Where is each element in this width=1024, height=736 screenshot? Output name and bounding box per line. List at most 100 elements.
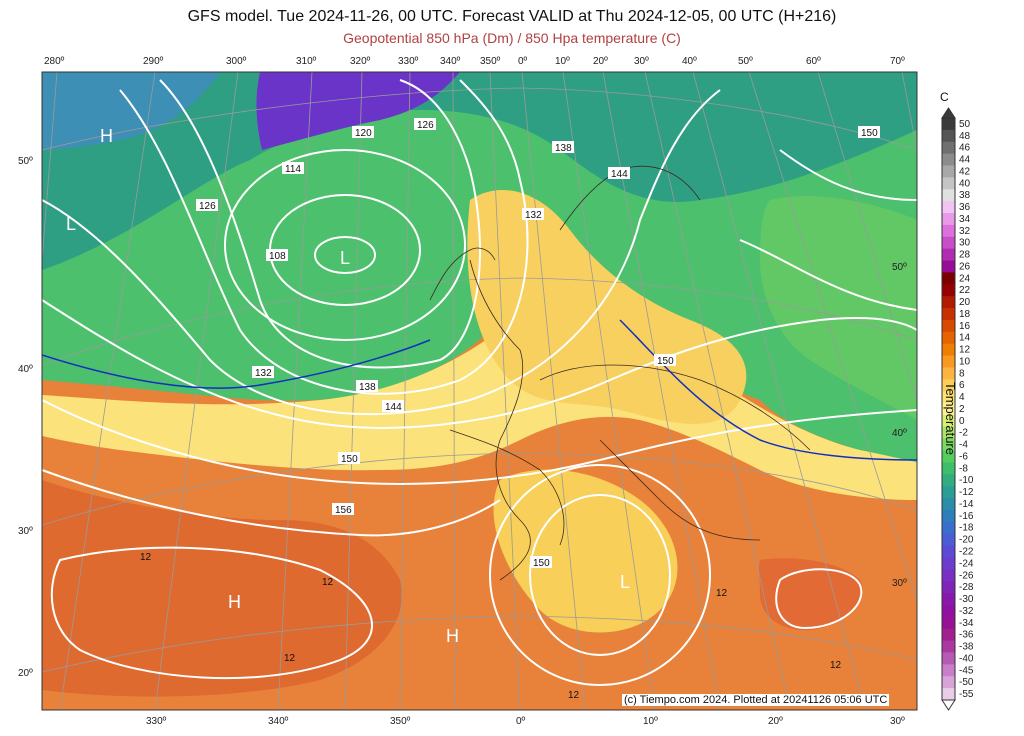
temperature-label: 12 xyxy=(140,552,152,563)
colorbar-swatch xyxy=(942,296,955,309)
colorbar-swatch xyxy=(942,557,955,570)
lon-label: 50º xyxy=(738,56,753,67)
lon-label: 40º xyxy=(682,56,697,67)
colorbar-tick-label: 30 xyxy=(959,238,971,249)
colorbar-tick-label: 20 xyxy=(959,297,971,308)
top-longitude-labels: 280º 290º 300º 310º 320º 330º 340º 350º … xyxy=(44,56,905,67)
contour-label: 150 xyxy=(533,558,550,569)
temperature-field-very-cold xyxy=(256,72,460,150)
colorbar-swatch xyxy=(942,403,955,416)
colorbar-swatch xyxy=(942,319,955,333)
colorbar-tick-label: -12 xyxy=(959,487,974,498)
colorbar-swatch xyxy=(942,331,955,345)
colorbar-tick-label: 32 xyxy=(959,226,971,237)
temperature-field-atlantic-warm xyxy=(42,480,402,697)
lon-label: 10º xyxy=(555,56,570,67)
colorbar-tick-label: -24 xyxy=(959,558,974,569)
temperature-field-mediterranean xyxy=(493,469,678,633)
colorbar-swatch xyxy=(942,260,955,273)
colorbar-tick-label: -38 xyxy=(959,642,974,653)
map-frame xyxy=(41,71,918,711)
colorbar-swatch xyxy=(942,533,955,547)
colorbar-tick-label: 50 xyxy=(959,119,971,130)
colorbar-swatch xyxy=(942,284,955,297)
graticule xyxy=(42,72,917,710)
low-pressure-marker: L xyxy=(340,248,350,268)
lon-label: 10º xyxy=(643,716,658,727)
lon-label: 30º xyxy=(634,56,649,67)
temperature-labels: 12 12 12 12 12 12 xyxy=(140,552,842,701)
lon-label: 300º xyxy=(226,56,247,67)
bottom-longitude-labels: 330º 340º 350º 0º 10º 20º 30º xyxy=(146,716,905,727)
colorbar-tick-label: -26 xyxy=(959,570,974,581)
lon-label: 0º xyxy=(516,716,526,727)
colorbar-tick-label: -2 xyxy=(959,428,968,439)
colorbar-swatch xyxy=(942,616,955,630)
colorbar-top-arrow xyxy=(941,107,956,119)
lon-label: 340º xyxy=(268,716,289,727)
colorbar-tick-label: -40 xyxy=(959,653,974,664)
temperature-field-cold-west xyxy=(42,72,220,150)
colorbar-tick-label: -34 xyxy=(959,618,974,629)
colorbar-tick-label: 44 xyxy=(959,155,971,166)
colorbar-swatch xyxy=(942,177,955,190)
lat-label: 40º xyxy=(18,364,33,375)
chart-title: GFS model. Tue 2024-11-26, 00 UTC. Forec… xyxy=(187,8,837,25)
colorbar-swatch xyxy=(942,640,955,653)
lon-label: 30º xyxy=(890,716,905,727)
lon-label: 320º xyxy=(350,56,371,67)
colorbar-tick-label: 10 xyxy=(959,356,971,367)
lat-label: 20º xyxy=(18,668,33,679)
colorbar-swatch xyxy=(942,355,955,368)
colorbar-swatch xyxy=(942,462,955,475)
colorbar-swatch xyxy=(942,153,955,167)
colorbar-swatch xyxy=(942,509,955,523)
high-pressure-marker: H xyxy=(228,592,241,612)
colorbar-swatch xyxy=(942,688,955,701)
colorbar-unit: C xyxy=(940,90,949,104)
temperature-label: 12 xyxy=(322,577,334,588)
colorbar-swatch xyxy=(942,604,955,618)
colorbar-tick-label: 14 xyxy=(959,333,971,344)
colorbar-swatch xyxy=(942,486,955,499)
lon-label: 310º xyxy=(296,56,317,67)
colorbar-tick-label: 2 xyxy=(959,404,965,415)
low-pressure-marker: L xyxy=(66,214,76,234)
colorbar-tick-label: -30 xyxy=(959,594,974,605)
colorbar-swatch xyxy=(942,141,955,155)
map-area xyxy=(42,72,917,710)
colorbar-tick-label: -28 xyxy=(959,582,974,593)
colorbar-tick-label: 12 xyxy=(959,345,971,356)
colorbar-tick-label: -14 xyxy=(959,499,974,510)
colorbar-tick-label: -18 xyxy=(959,523,974,534)
high-pressure-marker: H xyxy=(100,126,113,146)
lon-label: 70º xyxy=(890,56,905,67)
colorbar-swatch xyxy=(942,498,955,511)
colorbar-tick-label: 0 xyxy=(959,416,965,427)
colorbar-tick-label: -55 xyxy=(959,689,974,700)
contour-label: 126 xyxy=(199,201,216,212)
colorbar-swatch xyxy=(942,676,955,689)
lon-label: 290º xyxy=(143,56,164,67)
colorbar-axis-title: Temperature xyxy=(943,382,958,455)
lon-label: 330º xyxy=(146,716,167,727)
colorbar-tick-label: -10 xyxy=(959,475,974,486)
colorbar-tick-label: 16 xyxy=(959,321,971,332)
lon-label: 20º xyxy=(593,56,608,67)
temperature-label: 12 xyxy=(284,653,296,664)
colorbar-tick-label: 28 xyxy=(959,250,971,261)
lon-label: 60º xyxy=(806,56,821,67)
colorbar-swatch xyxy=(942,308,955,321)
colorbar-tick-label: -20 xyxy=(959,535,974,546)
lon-label: 20º xyxy=(768,716,783,727)
colorbar-swatch xyxy=(942,414,955,428)
contour-label: 132 xyxy=(525,210,542,221)
colorbar-swatch xyxy=(942,521,955,535)
colorbar-swatch xyxy=(942,118,955,131)
contour-label: 120 xyxy=(355,128,372,139)
lon-label: 340º xyxy=(440,56,461,67)
temperature-label: 12 xyxy=(830,660,842,671)
colorbar-swatch xyxy=(942,379,955,392)
lat-label: 30º xyxy=(18,526,33,537)
